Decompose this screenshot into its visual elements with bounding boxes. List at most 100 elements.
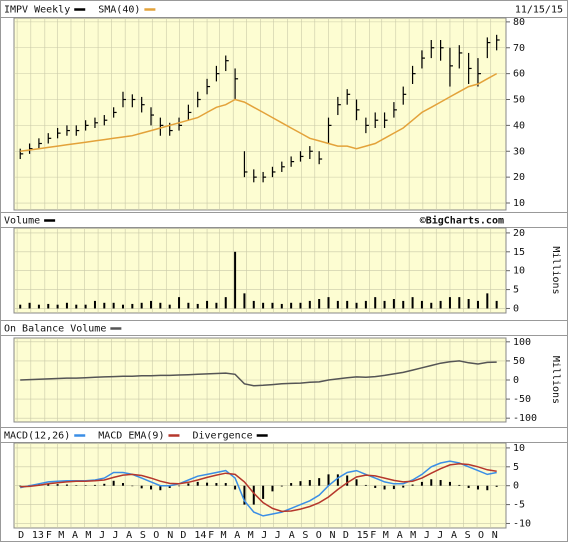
bar bbox=[206, 482, 209, 486]
bar bbox=[430, 302, 433, 309]
x-tick-label: D bbox=[18, 530, 24, 541]
plot-area bbox=[13, 17, 507, 211]
x-tick-label: 15 bbox=[357, 530, 369, 541]
bar bbox=[131, 485, 134, 487]
y-tick-label: 15 bbox=[513, 247, 525, 258]
y-tick-label: 0 bbox=[513, 481, 519, 492]
y-tick-label: 60 bbox=[513, 69, 525, 80]
bar bbox=[140, 302, 143, 309]
bar bbox=[262, 485, 265, 499]
bar bbox=[234, 251, 237, 309]
y-tick-label: -5 bbox=[513, 500, 525, 511]
x-tick-label: F bbox=[370, 530, 376, 541]
y-tick-label: 20 bbox=[513, 172, 525, 183]
y-tick-label: 80 bbox=[513, 17, 525, 28]
legend-label: Volume bbox=[4, 216, 40, 227]
y-tick-label: 10 bbox=[513, 266, 525, 277]
bar bbox=[355, 302, 358, 309]
bar bbox=[439, 300, 442, 309]
bar bbox=[308, 480, 311, 486]
y-tick-label: 50 bbox=[513, 95, 525, 106]
bar bbox=[299, 302, 302, 309]
x-tick-label: 13 bbox=[32, 530, 44, 541]
bar bbox=[112, 480, 115, 486]
bar bbox=[280, 303, 283, 309]
x-tick-label: M bbox=[221, 530, 227, 541]
bar bbox=[290, 302, 293, 309]
bar bbox=[131, 303, 134, 309]
y-tick-label: 10 bbox=[513, 443, 525, 454]
bar bbox=[486, 485, 489, 491]
x-tick-label: O bbox=[316, 530, 322, 541]
bar bbox=[374, 485, 377, 488]
legend-label: SMA(40) bbox=[98, 5, 140, 16]
panel-header bbox=[0, 427, 568, 443]
y-axis-label: Millions bbox=[550, 246, 561, 294]
bar bbox=[280, 485, 283, 487]
bar bbox=[178, 297, 181, 309]
legend-label: On Balance Volume bbox=[4, 324, 106, 335]
bar bbox=[121, 483, 124, 486]
bar bbox=[495, 300, 498, 309]
x-tick-label: S bbox=[140, 530, 146, 541]
bar bbox=[392, 299, 395, 309]
x-tick-label: J bbox=[112, 530, 118, 541]
bar bbox=[299, 481, 302, 486]
bar bbox=[187, 302, 190, 309]
x-tick-label: S bbox=[465, 530, 471, 541]
bar bbox=[150, 300, 153, 309]
bar bbox=[112, 302, 115, 309]
x-tick-label: N bbox=[167, 530, 173, 541]
y-tick-label: 5 bbox=[513, 462, 519, 473]
bar bbox=[486, 293, 489, 309]
bar bbox=[224, 297, 227, 309]
bar bbox=[327, 297, 330, 309]
bar bbox=[476, 485, 479, 490]
bar bbox=[196, 303, 199, 309]
bar bbox=[402, 300, 405, 309]
bar bbox=[402, 485, 405, 488]
bar bbox=[75, 485, 78, 486]
y-tick-label: -100 bbox=[513, 413, 537, 424]
bar bbox=[159, 302, 162, 309]
y-tick-label: 50 bbox=[513, 356, 525, 367]
series-line bbox=[20, 460, 497, 517]
legend-label: IMPV Weekly bbox=[4, 5, 70, 16]
bar bbox=[271, 302, 274, 309]
bar bbox=[476, 300, 479, 309]
bar bbox=[234, 485, 237, 490]
bar bbox=[93, 484, 96, 486]
x-tick-label: S bbox=[302, 530, 308, 541]
bar bbox=[346, 300, 349, 309]
bar bbox=[37, 304, 40, 309]
bar bbox=[290, 483, 293, 486]
bar bbox=[448, 297, 451, 309]
x-tick-label: M bbox=[85, 530, 91, 541]
legend-label: Divergence bbox=[192, 431, 252, 442]
bar bbox=[252, 300, 255, 309]
bar bbox=[430, 479, 433, 486]
bar bbox=[224, 483, 227, 486]
bar bbox=[392, 485, 395, 490]
bar bbox=[28, 302, 31, 309]
bar bbox=[84, 485, 87, 486]
y-tick-label: 0 bbox=[513, 303, 519, 314]
bar bbox=[84, 304, 87, 309]
bar bbox=[420, 300, 423, 309]
x-tick-label: M bbox=[410, 530, 416, 541]
bar bbox=[308, 300, 311, 309]
bar bbox=[215, 302, 218, 309]
series-line bbox=[20, 360, 497, 387]
x-tick-label: A bbox=[126, 530, 132, 541]
x-tick-label: N bbox=[492, 530, 498, 541]
x-tick-label: J bbox=[261, 530, 267, 541]
bar bbox=[75, 304, 78, 309]
x-tick-label: J bbox=[437, 530, 443, 541]
series-line bbox=[20, 72, 498, 153]
bar bbox=[336, 300, 339, 309]
bar bbox=[47, 483, 50, 486]
bar bbox=[411, 484, 414, 486]
bar bbox=[103, 302, 106, 309]
bar bbox=[467, 299, 470, 309]
